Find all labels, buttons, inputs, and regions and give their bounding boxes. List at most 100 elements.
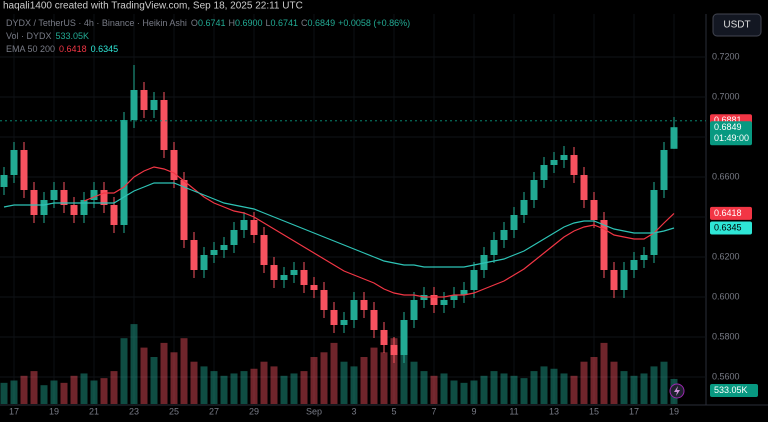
vol-label: Vol · DYDX — [6, 31, 52, 41]
y-tick-label: 0.5600 — [712, 371, 740, 381]
candle-body — [640, 255, 648, 260]
currency-button[interactable] — [712, 13, 762, 37]
volume-bar — [100, 378, 108, 404]
candle-body — [580, 175, 588, 200]
volume-bar — [660, 361, 668, 404]
volume-bar — [540, 366, 548, 404]
candle-body — [180, 180, 188, 240]
candle-body — [320, 290, 328, 310]
volume-bar — [120, 338, 128, 404]
volume-bar — [530, 371, 538, 404]
volume-bar — [400, 347, 408, 404]
volume-bar — [290, 373, 298, 404]
candle-body — [50, 190, 58, 200]
candle-body — [270, 265, 278, 280]
h-label: H — [228, 18, 235, 28]
candle-body — [310, 285, 318, 290]
volume-bar — [650, 366, 658, 404]
candle-body — [550, 160, 558, 165]
grid — [0, 14, 706, 405]
x-tick-label: 25 — [169, 406, 179, 416]
legend-symbol: DYDX / TetherUS · 4h · Binance · Heikin … — [6, 18, 410, 28]
x-tick-label: 17 — [629, 406, 639, 416]
volume-bar — [260, 361, 268, 404]
candle-body — [190, 240, 198, 270]
volume-bar — [280, 375, 288, 404]
volume-bar — [310, 357, 318, 404]
candle-body — [80, 200, 88, 215]
candle-body — [10, 150, 18, 175]
legend-vol: Vol · DYDX 533.05K — [6, 31, 89, 41]
volume-bar — [560, 373, 568, 404]
candle-body — [90, 190, 98, 200]
candle-body — [510, 215, 518, 230]
volume-bar — [170, 352, 178, 404]
volume-bar — [140, 347, 148, 404]
x-tick-label: 21 — [89, 406, 99, 416]
candle-body — [20, 150, 28, 190]
candle-body — [140, 90, 148, 110]
candle-body — [200, 255, 208, 270]
x-tick-label: 13 — [549, 406, 559, 416]
candle-body — [370, 310, 378, 330]
volume-bar — [160, 342, 168, 404]
candle-body — [70, 205, 78, 215]
volume-bar — [580, 361, 588, 404]
volume-bar — [70, 375, 78, 404]
candle-body — [300, 270, 308, 285]
ema-line — [83, 166, 675, 298]
volume-bar — [610, 361, 618, 404]
y-tick-label: 0.6000 — [712, 291, 740, 301]
volume-bar — [320, 352, 328, 404]
volume-bar — [130, 324, 138, 404]
candle-body — [470, 270, 478, 290]
currency-button-label[interactable]: USDT — [723, 20, 750, 31]
header: haqali1400 created with TradingView.com,… — [3, 1, 303, 12]
volume-bar — [550, 368, 558, 404]
legend-ema: EMA 50 200 0.6418 0.6345 — [6, 44, 118, 54]
x-tick-label: 5 — [391, 406, 396, 416]
volume-bar — [450, 380, 458, 404]
candle-body — [250, 220, 258, 235]
vol: 533.05K — [56, 31, 90, 41]
volume-bar — [640, 373, 648, 404]
volume-bar — [300, 371, 308, 404]
candle-body — [350, 300, 358, 320]
candle-body — [120, 120, 128, 225]
candle-body — [670, 127, 678, 149]
volume-bar — [590, 357, 598, 404]
candle-body — [520, 200, 528, 215]
change: +0.0058 (+0.86%) — [338, 18, 410, 28]
volume-bar — [200, 366, 208, 404]
y-tick-label: 0.6200 — [712, 251, 740, 261]
volume-bar — [80, 373, 88, 404]
candle-body — [460, 290, 468, 295]
candle-body — [330, 310, 338, 325]
volume-bar — [110, 371, 118, 404]
volume-bar — [600, 342, 608, 404]
candle-body — [650, 190, 658, 255]
ema-lines — [3, 166, 675, 298]
candle-body — [450, 295, 458, 300]
volume-bar — [420, 371, 428, 404]
price-badge-sub: 01:49:00 — [714, 133, 749, 143]
l-label: L — [266, 18, 271, 28]
volume-bar — [500, 373, 508, 404]
candle-body — [240, 220, 248, 230]
candle-body — [630, 260, 638, 270]
candle-body — [360, 300, 368, 310]
volume-bar — [480, 375, 488, 404]
candle-body — [100, 190, 108, 205]
volume — [0, 324, 678, 404]
candles — [0, 65, 678, 363]
candle-body — [570, 155, 578, 175]
x-tick-label: 19 — [669, 406, 679, 416]
volume-bar — [430, 375, 438, 404]
volume-bar — [330, 342, 338, 404]
candle-body — [600, 220, 608, 270]
symbol: DYDX / TetherUS · 4h · Binance · Heikin … — [6, 18, 187, 28]
price-badge — [710, 221, 752, 235]
candle-body — [440, 300, 448, 305]
volume-bar — [460, 382, 468, 404]
